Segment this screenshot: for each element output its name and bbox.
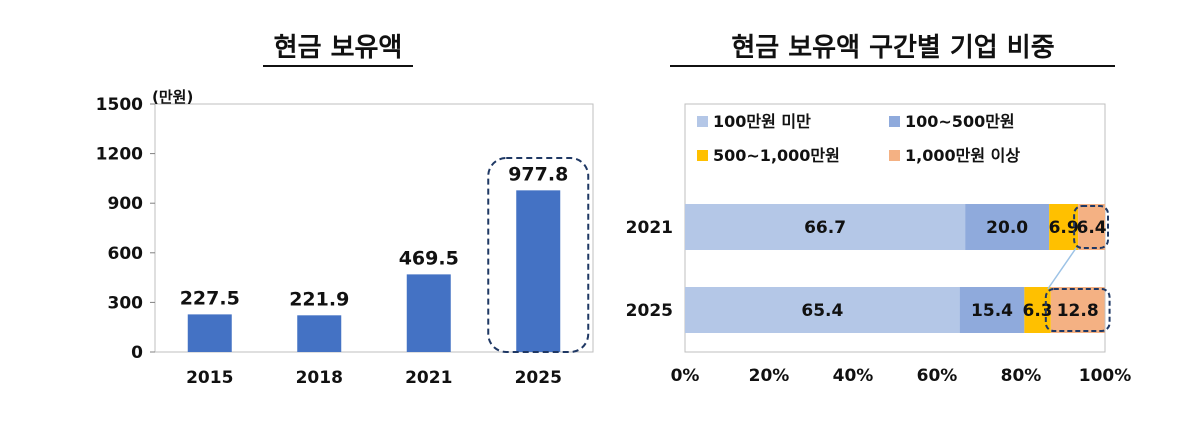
stacked-segment <box>1050 287 1105 333</box>
bar-value-label: 469.5 <box>399 247 459 269</box>
segment-value-label: 6.3 <box>1023 301 1053 321</box>
y-tick-label: 300 <box>108 293 144 313</box>
legend-swatch <box>889 150 900 161</box>
y-tick-label: 0 <box>131 343 143 363</box>
y-tick-label: 600 <box>108 244 144 264</box>
legend-swatch <box>697 116 708 127</box>
segment-value-label: 6.9 <box>1049 218 1079 238</box>
category-labels: 2021 2025 <box>626 218 673 321</box>
x-axis-percent-ticks: 0% 20% 40% 60% 80% 100% <box>671 366 1132 386</box>
bar-chart-title: 현금 보유액 <box>274 33 403 63</box>
bar <box>297 315 342 352</box>
stacked-segment <box>1078 204 1105 250</box>
highlight-box <box>487 157 590 353</box>
segment-value-label: 15.4 <box>971 301 1013 321</box>
legend-swatch <box>697 150 708 161</box>
stacked-segment <box>965 204 1050 250</box>
highlight-connector <box>1047 247 1077 290</box>
stacked-chart-title: 현금 보유액 구간별 기업 비중 <box>731 33 1054 63</box>
x-tick-label: 0% <box>671 366 700 386</box>
y-tick-label: 1200 <box>96 145 143 165</box>
bar-marks: 227.5 221.9 469.5 977.8 <box>180 157 590 353</box>
x-tick-label: 2021 <box>405 368 452 388</box>
segment-value-label: 20.0 <box>986 218 1028 238</box>
segment-value-label: 66.7 <box>804 218 846 238</box>
x-tick-label: 2025 <box>515 368 562 388</box>
bar <box>187 314 232 352</box>
segment-value-label: 65.4 <box>801 301 843 321</box>
y-axis-ticks: 0 300 600 900 1200 1500 <box>96 95 155 363</box>
bar-chart-plot-border <box>154 103 594 353</box>
stacked-bar-marks: 66.7 20.0 6.96.4 65.4 15.4 6.3 12.8 <box>685 204 1111 333</box>
segment-value-label: 6.4 <box>1076 218 1106 238</box>
x-axis-ticks: 2015 2018 2021 2025 <box>186 368 562 388</box>
stacked-segment <box>959 287 1025 333</box>
x-tick-label: 2015 <box>186 368 233 388</box>
y-axis-unit-label: (만원) <box>152 88 193 106</box>
y-tick-label: 900 <box>108 194 144 214</box>
legend-label: 100~500만원 <box>905 112 1015 131</box>
stacked-segment <box>685 287 960 333</box>
x-tick-label: 60% <box>917 366 958 386</box>
cash-holdings-chart: 현금 보유액 (만원) 0 300 600 900 1200 1500 227.5 221.… <box>96 33 594 388</box>
bar <box>516 190 561 352</box>
legend-label: 100만원 미만 <box>713 112 811 131</box>
category-label: 2025 <box>626 301 673 321</box>
legend-label: 1,000만원 이상 <box>905 146 1020 165</box>
y-tick-label: 1500 <box>96 95 143 115</box>
x-tick-label: 40% <box>833 366 874 386</box>
cash-share-chart: 현금 보유액 구간별 기업 비중 100만원 미만 100~500만원 500~1,… <box>626 33 1132 386</box>
stacked-segment <box>685 204 966 250</box>
legend: 100만원 미만 100~500만원 500~1,000만원 1,000만원 이상 <box>697 112 1020 165</box>
x-tick-label: 2018 <box>296 368 343 388</box>
category-label: 2021 <box>626 218 673 238</box>
x-tick-label: 100% <box>1079 366 1132 386</box>
bar <box>406 274 451 352</box>
x-tick-label: 20% <box>749 366 790 386</box>
legend-swatch <box>889 116 900 127</box>
x-tick-label: 80% <box>1001 366 1042 386</box>
bar-value-label: 221.9 <box>289 288 349 310</box>
segment-value-label: 12.8 <box>1057 301 1099 321</box>
legend-label: 500~1,000만원 <box>713 146 840 165</box>
segment-highlight-box <box>1073 205 1109 249</box>
bar-value-label: 977.8 <box>508 163 568 185</box>
segment-highlight-box <box>1044 288 1111 332</box>
bar-value-label: 227.5 <box>180 287 240 309</box>
